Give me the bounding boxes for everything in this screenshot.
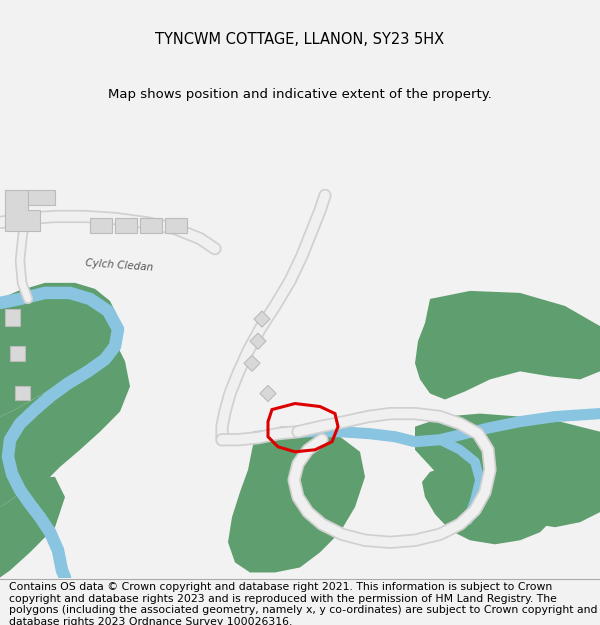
Polygon shape [90,219,112,232]
Polygon shape [10,346,25,361]
Polygon shape [422,462,560,544]
Polygon shape [5,191,40,231]
Polygon shape [415,414,600,528]
Polygon shape [244,355,260,371]
Polygon shape [0,477,65,578]
Text: Map shows position and indicative extent of the property.: Map shows position and indicative extent… [108,88,492,101]
Polygon shape [140,219,162,232]
Polygon shape [20,341,130,490]
Polygon shape [415,291,600,399]
Text: Cylch Cledan: Cylch Cledan [85,258,154,272]
Polygon shape [0,396,65,507]
Polygon shape [250,333,266,349]
Polygon shape [0,427,50,477]
Polygon shape [228,427,365,572]
Text: Contains OS data © Crown copyright and database right 2021. This information is : Contains OS data © Crown copyright and d… [9,582,598,625]
Polygon shape [165,219,187,232]
Polygon shape [115,219,137,232]
Text: TYNCWM COTTAGE, LLANON, SY23 5HX: TYNCWM COTTAGE, LLANON, SY23 5HX [155,32,445,48]
Polygon shape [254,311,270,327]
Polygon shape [0,283,120,417]
Polygon shape [260,386,276,401]
Polygon shape [28,191,55,206]
Polygon shape [5,309,20,326]
Polygon shape [15,386,30,399]
